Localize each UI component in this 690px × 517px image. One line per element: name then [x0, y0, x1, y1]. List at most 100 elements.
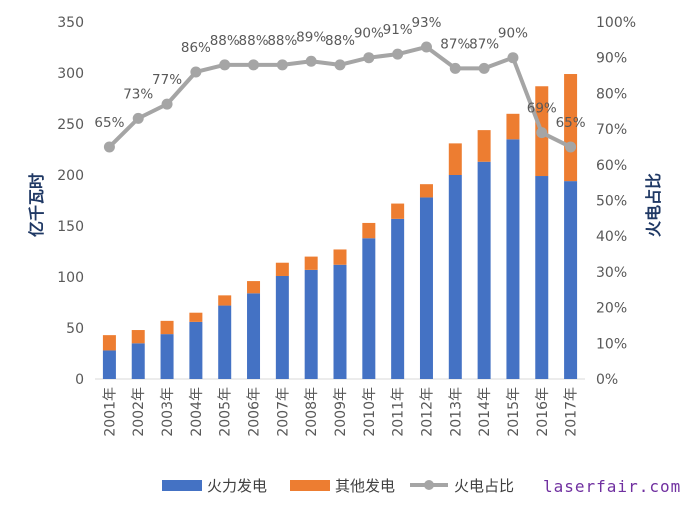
x-tick-label: 2016年: [535, 387, 551, 437]
x-tick-label: 2012年: [419, 387, 435, 437]
ratio-data-label: 91%: [383, 22, 413, 38]
x-tick-label: 2011年: [391, 387, 407, 437]
ratio-data-label: 69%: [527, 101, 557, 117]
bar-other: [333, 249, 347, 265]
ratio-marker: [507, 52, 519, 64]
legend-label-ratio: 火电占比: [454, 477, 514, 495]
ratio-marker: [305, 55, 317, 67]
x-tick-label: 2005年: [218, 387, 234, 437]
ratio-marker: [190, 66, 202, 78]
bar-thermal: [189, 321, 203, 379]
bar-thermal: [477, 161, 491, 379]
bar-other: [275, 262, 289, 276]
ratio-marker: [219, 59, 231, 71]
ratio-marker: [392, 48, 404, 60]
x-tick-label: 2010年: [362, 387, 378, 437]
y-axis-left-ticks: 0 50 100 150 200 250 300 350: [57, 15, 84, 388]
bar-thermal: [419, 197, 433, 379]
x-tick-label: 2008年: [304, 387, 320, 437]
legend-label-other: 其他发电: [335, 477, 395, 495]
bar-other: [247, 281, 261, 294]
bar-other: [506, 113, 520, 140]
y-left-tick-label: 250: [57, 117, 84, 133]
legend-swatch-ratio-marker: [424, 480, 434, 490]
bar-other: [131, 330, 145, 344]
y-left-tick-label: 50: [66, 321, 84, 337]
bar-thermal: [362, 238, 376, 379]
y-right-tick-label: 30%: [596, 265, 627, 281]
bar-other: [391, 203, 405, 219]
y-right-tick-label: 70%: [596, 122, 627, 138]
x-tick-label: 2004年: [189, 387, 205, 437]
ratio-data-label: 90%: [354, 26, 384, 42]
ratio-data-label: 93%: [411, 15, 441, 31]
y-right-tick-label: 10%: [596, 336, 627, 352]
bar-thermal: [304, 269, 318, 379]
y-right-tick-label: 0%: [596, 372, 618, 388]
bar-thermal: [391, 218, 405, 379]
y-left-tick-label: 100: [57, 270, 84, 286]
y-left-tick-label: 300: [57, 66, 84, 82]
ratio-data-label: 88%: [210, 33, 240, 49]
ratio-data-label: 86%: [181, 40, 211, 56]
ratio-marker: [132, 112, 144, 124]
y-axis-left-title: 亿千瓦时: [27, 173, 46, 237]
ratio-data-label: 88%: [325, 33, 355, 49]
ratio-data-label: 65%: [94, 115, 124, 131]
ratio-data-label: 90%: [498, 26, 528, 42]
bar-other: [102, 335, 116, 351]
bar-thermal: [275, 275, 289, 379]
ratio-line-layer: [103, 41, 577, 153]
watermark-text: laserfair.com: [543, 477, 681, 496]
y-left-tick-label: 0: [75, 372, 84, 388]
bar-thermal: [102, 350, 116, 379]
bar-other: [362, 222, 376, 239]
x-axis-ticks: 2001年 2002年 2003年 2004年 2005年 2006年 2007年 2008年…: [102, 387, 579, 437]
ratio-data-label: 65%: [556, 115, 586, 131]
bar-other: [448, 143, 462, 175]
y-right-tick-label: 100%: [596, 15, 636, 31]
ratio-data-label: 73%: [123, 86, 153, 102]
x-tick-label: 2015年: [506, 387, 522, 437]
ratio-data-labels: 65%73%77%86%88%88%88%89%88%90%91%93%87%8…: [94, 15, 585, 131]
y-left-tick-label: 350: [57, 15, 84, 31]
ratio-data-label: 87%: [469, 36, 499, 52]
ratio-marker: [478, 62, 490, 74]
x-tick-label: 2001年: [102, 387, 118, 437]
ratio-marker: [334, 59, 346, 71]
ratio-data-label: 77%: [152, 72, 182, 88]
ratio-marker: [565, 141, 577, 153]
bar-other: [564, 74, 578, 182]
x-tick-label: 2006年: [247, 387, 263, 437]
ratio-marker: [248, 59, 260, 71]
ratio-data-label: 88%: [239, 33, 269, 49]
x-tick-label: 2009年: [333, 387, 349, 437]
y-axis-right-ticks: 0% 10% 20% 30% 40% 50% 60% 70% 80% 90% 100%: [596, 15, 636, 388]
x-tick-label: 2003年: [160, 387, 176, 437]
ratio-marker: [536, 127, 548, 139]
ratio-data-label: 89%: [296, 29, 326, 45]
y-right-tick-label: 50%: [596, 194, 627, 210]
x-tick-label: 2013年: [448, 387, 464, 437]
ratio-marker: [449, 62, 461, 74]
legend-swatch-thermal: [162, 480, 202, 491]
ratio-data-label: 88%: [267, 33, 297, 49]
y-left-tick-label: 200: [57, 168, 84, 184]
x-tick-label: 2014年: [477, 387, 493, 437]
ratio-marker: [363, 52, 375, 64]
bar-other: [189, 312, 203, 322]
y-left-tick-label: 150: [57, 219, 84, 235]
bar-thermal: [333, 264, 347, 379]
ratio-marker: [161, 98, 173, 110]
y-right-tick-label: 60%: [596, 158, 627, 174]
ratio-marker: [276, 59, 288, 71]
ratio-marker: [420, 41, 432, 53]
bar-thermal: [506, 139, 520, 379]
bar-thermal: [131, 343, 145, 379]
legend: 火力发电 其他发电 火电占比: [162, 477, 514, 495]
bar-other: [419, 184, 433, 198]
x-tick-label: 2017年: [564, 387, 580, 437]
bar-thermal: [535, 176, 549, 379]
y-right-tick-label: 90%: [596, 51, 627, 67]
